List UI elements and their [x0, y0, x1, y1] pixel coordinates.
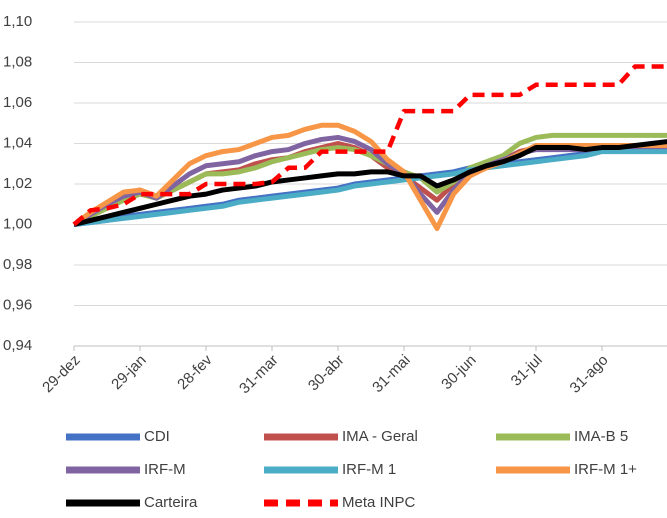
legend-label: IMA-B 5	[574, 428, 628, 445]
x-tick-label: 31-mar	[236, 352, 282, 398]
y-tick-label: 1,08	[3, 53, 32, 70]
legend-label: Carteira	[144, 494, 198, 511]
y-tick-label: 1,00	[3, 215, 32, 232]
legend-label: IRF-M 1	[342, 461, 396, 478]
x-tick-label: 30-abr	[305, 352, 348, 395]
legend-label: IRF-M	[144, 461, 186, 478]
x-tick-label: 31-mai	[369, 352, 413, 396]
series-line	[73, 149, 667, 227]
x-tick-label: 28-fev	[174, 351, 216, 393]
y-tick-label: 1,04	[3, 134, 32, 151]
x-tick-label: 30-jun	[438, 352, 480, 394]
x-tick-label: 31-ago	[567, 352, 612, 397]
y-tick-label: 0,96	[3, 296, 32, 313]
legend-label: CDI	[144, 428, 170, 445]
x-tick-label: 29-jan	[108, 352, 150, 394]
y-tick-label: 0,98	[3, 256, 32, 273]
y-tick-label: 1,02	[3, 175, 32, 192]
y-tick-label: 1,10	[3, 13, 32, 30]
x-tick-label: 29-dez	[39, 352, 83, 396]
series-line	[72, 64, 667, 227]
x-tick-label: 31-jul	[508, 352, 546, 390]
legend-label: IMA - Geral	[342, 428, 418, 445]
y-tick-label: 1,06	[3, 94, 32, 111]
legend-label: Meta INPC	[342, 494, 416, 511]
legend-label: IRF-M 1+	[574, 461, 637, 478]
series-line	[73, 139, 667, 227]
y-tick-label: 0,94	[3, 337, 32, 354]
